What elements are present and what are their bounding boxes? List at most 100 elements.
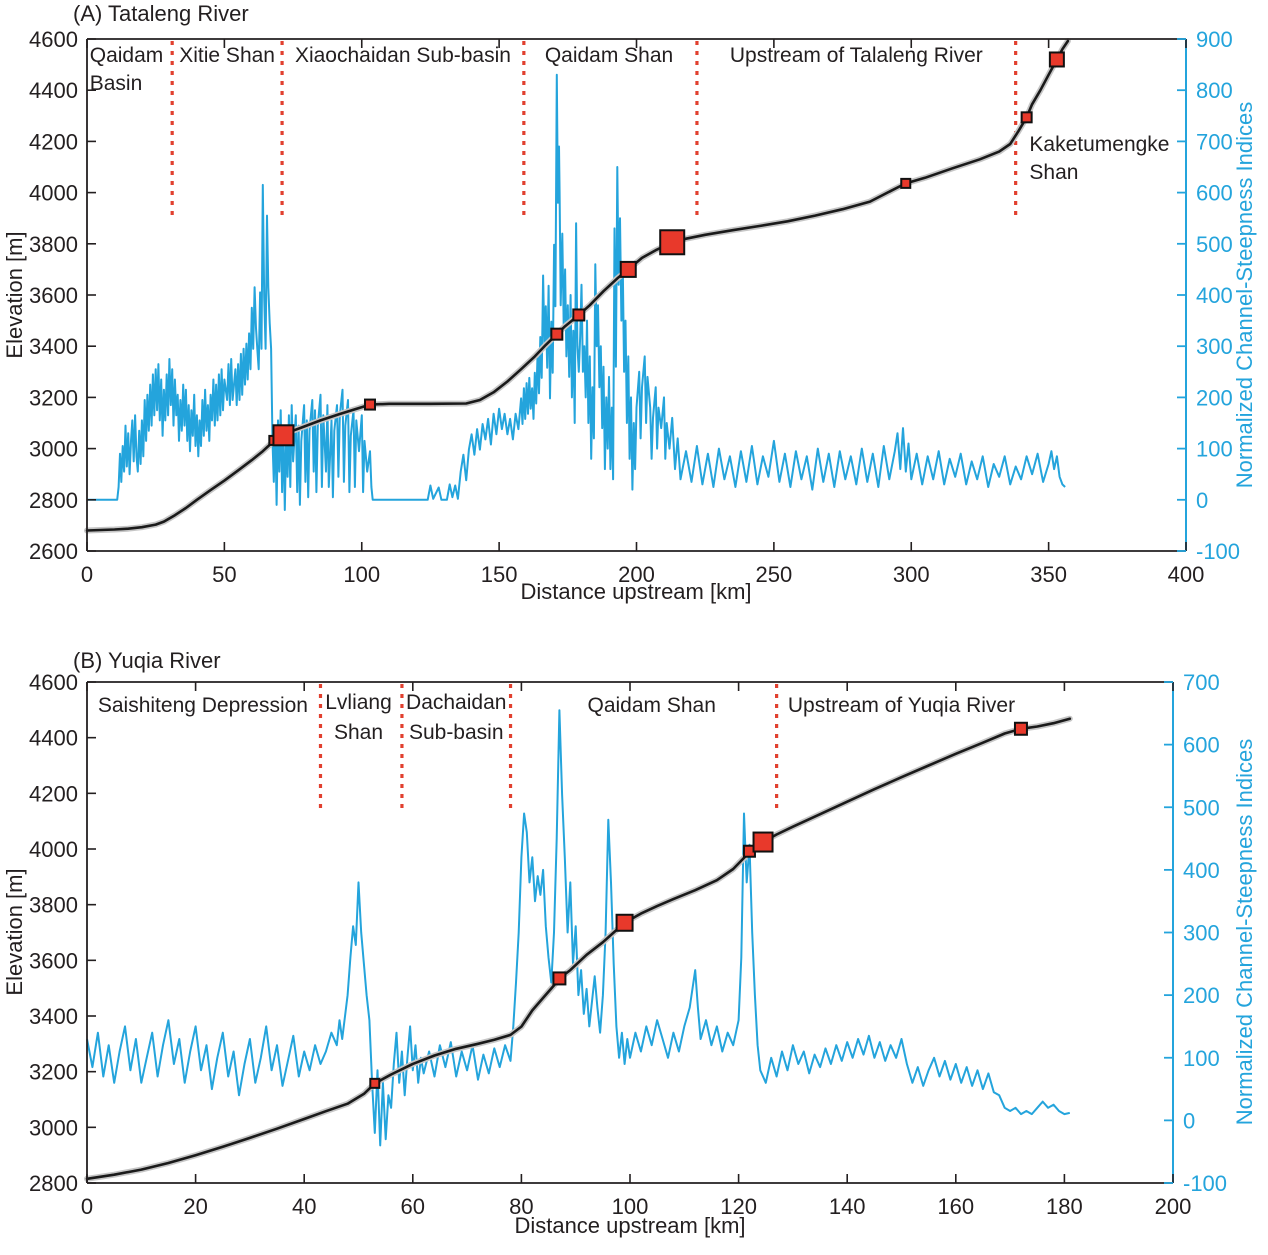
region-label: Upstream of Talaleng River — [730, 44, 983, 67]
region-label: Xitie Shan — [179, 44, 275, 67]
y-tick-label-left: 4600 — [29, 670, 78, 695]
y-tick-label-left: 3400 — [29, 334, 78, 359]
y-tick-label-right: 100 — [1183, 1046, 1220, 1071]
region-label: Qaidam Shan — [545, 44, 673, 67]
y-tick-label-right: -100 — [1183, 1171, 1227, 1196]
panel-a-chart: Qaidam Basin Xitie Shan Xiaochaidan Sub-bas… — [29, 27, 1240, 587]
y-tick-label-right: 500 — [1196, 232, 1233, 257]
region-label: Upstream of Yuqia River — [788, 694, 1015, 717]
y-tick-label-right: 0 — [1183, 1108, 1195, 1133]
y-tick-label-left: 3000 — [29, 1115, 78, 1140]
y-tick-label-left: 4200 — [29, 129, 78, 154]
y-tick-label-right: 300 — [1196, 334, 1233, 359]
region-label: Lvliang Shan — [325, 691, 392, 744]
region-label: Kaketumengke Shan — [1029, 133, 1169, 184]
y-tick-label-right: 200 — [1183, 983, 1220, 1008]
panel-a-xaxis-label: Distance upstream [km] — [520, 579, 751, 604]
y-tick-label-right: 100 — [1196, 437, 1233, 462]
x-tick-label: 300 — [893, 562, 930, 587]
x-tick-label: 100 — [343, 562, 380, 587]
knickpoint-marker — [1048, 51, 1065, 68]
y-tick-label-left: 2600 — [29, 539, 78, 564]
knickpoint-marker — [1013, 721, 1028, 736]
y-tick-label-left: 3400 — [29, 1004, 78, 1029]
y-tick-label-left: 4400 — [29, 726, 78, 751]
y-tick-label-right: 300 — [1183, 921, 1220, 946]
y-tick-label-left: 4400 — [29, 78, 78, 103]
y-tick-label-right: 600 — [1183, 733, 1220, 758]
knickpoint-marker — [900, 177, 912, 189]
y-tick-label-right: 0 — [1196, 488, 1208, 513]
knickpoint-marker — [550, 327, 564, 341]
panel-b-right-yaxis-label: Normalized Channel-Steepness Indices — [1232, 739, 1257, 1125]
x-tick-label: 0 — [81, 562, 93, 587]
y-tick-label-left: 4000 — [29, 837, 78, 862]
panel-a-right-yaxis-label: Normalized Channel-Steepness Indices — [1232, 102, 1257, 488]
x-tick-label: 180 — [1046, 1194, 1083, 1219]
x-tick-label: 80 — [509, 1194, 533, 1219]
knickpoint-marker — [752, 831, 774, 853]
y-tick-label-left: 2800 — [29, 1171, 78, 1196]
region-label: Saishiteng Depression — [98, 694, 308, 717]
knickpoint-marker — [572, 308, 586, 322]
x-tick-label: 200 — [618, 562, 655, 587]
knickpoint-marker — [615, 913, 634, 932]
y-tick-label-left: 2800 — [29, 488, 78, 513]
knickpoint-marker — [552, 971, 567, 986]
x-tick-label: 350 — [1030, 562, 1067, 587]
x-tick-label: 140 — [829, 1194, 866, 1219]
x-tick-label: 250 — [756, 562, 793, 587]
y-tick-label-left: 3000 — [29, 437, 78, 462]
x-tick-label: 50 — [212, 562, 236, 587]
x-tick-label: 40 — [292, 1194, 316, 1219]
x-tick-label: 100 — [612, 1194, 649, 1219]
elevation-halo-line — [84, 715, 1073, 1182]
knickpoint-marker — [1020, 111, 1033, 124]
y-tick-label-right: 800 — [1196, 78, 1233, 103]
channel-steepness-line — [86, 709, 1071, 1147]
region-label: Qaidam Basin — [90, 44, 164, 95]
knickpoint-marker — [619, 260, 637, 278]
x-tick-label: 120 — [720, 1194, 757, 1219]
knickpoint-marker — [272, 424, 295, 447]
elevation-line — [85, 717, 1072, 1181]
region-label: Dachaidan Sub-basin — [406, 691, 506, 744]
y-tick-label-left: 3800 — [29, 893, 78, 918]
knickpoint-marker — [659, 229, 686, 256]
panel-b-xaxis-label: Distance upstream [km] — [514, 1213, 745, 1238]
channel-steepness-line — [87, 73, 1066, 511]
x-tick-label: 160 — [937, 1194, 974, 1219]
y-tick-label-left: 4600 — [29, 27, 78, 52]
x-tick-label: 60 — [401, 1194, 425, 1219]
region-label: Qaidam Shan — [588, 694, 716, 717]
y-tick-label-right: 400 — [1183, 858, 1220, 883]
panel-b-left-yaxis-label: Elevation [m] — [2, 868, 27, 995]
y-tick-label-right: 400 — [1196, 283, 1233, 308]
y-tick-label-right: 600 — [1196, 181, 1233, 206]
y-tick-label-left: 3600 — [29, 283, 78, 308]
y-tick-label-left: 4200 — [29, 781, 78, 806]
x-tick-label: 200 — [1155, 1194, 1192, 1219]
panel-b-chart: Saishiteng Depression Lvliang Shan Dachaida… — [29, 670, 1227, 1219]
y-tick-label-left: 3600 — [29, 948, 78, 973]
y-tick-label-right: -100 — [1196, 539, 1240, 564]
y-tick-label-left: 3200 — [29, 1060, 78, 1085]
y-tick-label-right: 700 — [1183, 670, 1220, 695]
y-tick-label-right: 900 — [1196, 27, 1233, 52]
y-tick-label-right: 200 — [1196, 385, 1233, 410]
knickpoint-marker — [369, 1077, 381, 1089]
panel-a-title: (A) Tataleng River — [73, 1, 249, 26]
y-tick-label-left: 3800 — [29, 232, 78, 257]
knickpoint-marker — [363, 398, 376, 411]
x-tick-label: 400 — [1168, 562, 1205, 587]
y-tick-label-left: 4000 — [29, 181, 78, 206]
y-tick-label-left: 3200 — [29, 385, 78, 410]
x-tick-label: 20 — [183, 1194, 207, 1219]
region-label: Xiaochaidan Sub-basin — [295, 44, 511, 67]
panel-b-title: (B) Yuqia River — [73, 648, 221, 673]
y-tick-label-right: 500 — [1183, 795, 1220, 820]
x-tick-label: 150 — [481, 562, 518, 587]
panel-a-left-yaxis-label: Elevation [m] — [2, 231, 27, 358]
